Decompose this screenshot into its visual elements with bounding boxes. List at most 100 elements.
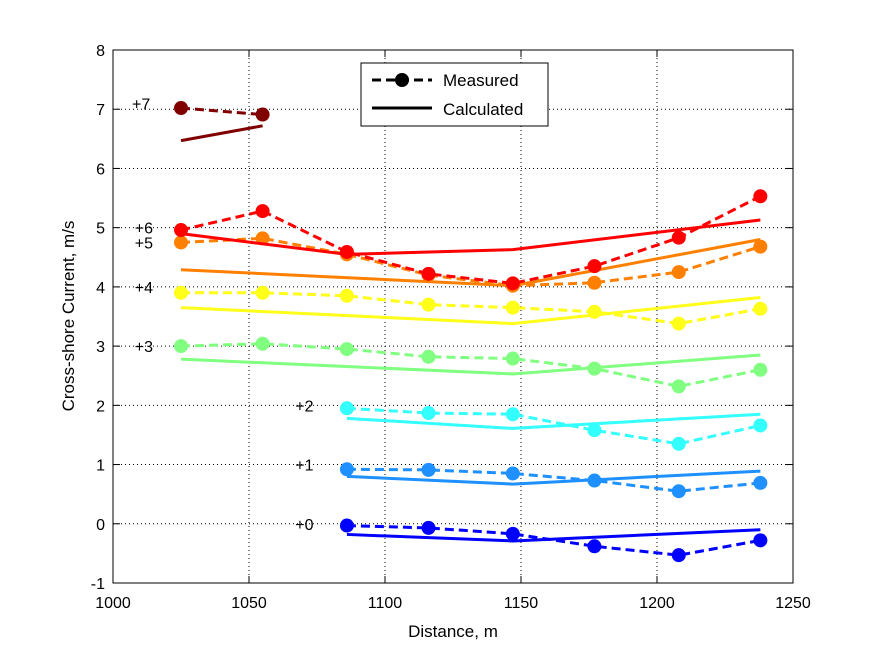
series-offset-7 bbox=[174, 101, 270, 143]
offset-labels: +0 +1 +2 +3 +4 +5+6 +7 bbox=[132, 96, 314, 533]
measured-point bbox=[174, 223, 188, 238]
measured-point bbox=[753, 189, 768, 204]
measured-line bbox=[180, 194, 762, 285]
measured-point bbox=[753, 533, 768, 548]
calculated-line bbox=[180, 124, 263, 143]
y-tick-label: 5 bbox=[96, 221, 105, 238]
y-tick-label: 0 bbox=[96, 517, 105, 534]
measured-point bbox=[255, 336, 270, 351]
legend-calculated-label: Calculated bbox=[443, 100, 523, 119]
measured-point bbox=[255, 204, 270, 219]
measured-point bbox=[505, 526, 520, 541]
measured-point bbox=[421, 266, 436, 281]
plot-frame bbox=[112, 49, 794, 584]
measured-point bbox=[339, 342, 354, 357]
y-tick-label: 6 bbox=[96, 161, 105, 178]
measured-point bbox=[753, 362, 768, 377]
measured-point bbox=[339, 518, 354, 533]
measured-point bbox=[255, 285, 270, 300]
measured-point bbox=[421, 462, 436, 477]
series-layer bbox=[174, 101, 768, 563]
x-axis-label: Distance, m bbox=[408, 622, 498, 641]
offset-label: +2 bbox=[295, 398, 313, 415]
measured-point bbox=[505, 407, 520, 422]
x-tick-label: 1000 bbox=[95, 595, 131, 612]
measured-point bbox=[587, 539, 602, 554]
measured-point bbox=[671, 548, 686, 563]
series-offset-1 bbox=[339, 462, 768, 499]
measured-point bbox=[421, 406, 436, 421]
measured-line bbox=[180, 236, 761, 288]
measured-point bbox=[174, 101, 188, 116]
calculated-line bbox=[180, 296, 761, 326]
measured-point bbox=[587, 259, 602, 274]
calculated-line bbox=[346, 528, 761, 543]
series-offset-6 bbox=[174, 189, 768, 291]
legend-box bbox=[360, 62, 549, 127]
measured-point bbox=[255, 231, 270, 246]
measured-point bbox=[421, 349, 436, 364]
y-axis-label: Cross-shore Current, m/s bbox=[59, 221, 78, 412]
measured-point bbox=[587, 423, 602, 438]
calculated-line bbox=[346, 469, 761, 486]
measured-point bbox=[671, 230, 686, 245]
y-tick-label: 8 bbox=[96, 43, 105, 60]
series-offset-0 bbox=[339, 518, 768, 563]
measured-point bbox=[339, 288, 354, 303]
x-tick-label: 1050 bbox=[231, 595, 267, 612]
measured-point bbox=[339, 401, 354, 416]
offset-label: +4 bbox=[135, 280, 153, 297]
offset-label: +5 bbox=[135, 235, 153, 252]
calculated-line bbox=[180, 353, 761, 376]
measured-point bbox=[255, 107, 270, 122]
offset-label: +0 bbox=[295, 517, 313, 534]
measured-point bbox=[587, 361, 602, 376]
measured-point bbox=[587, 275, 602, 290]
y-tick-label: 2 bbox=[96, 398, 105, 415]
y-tick-label: 4 bbox=[96, 280, 105, 297]
measured-point bbox=[421, 297, 436, 312]
offset-label: +7 bbox=[132, 96, 150, 113]
measured-point bbox=[753, 475, 768, 490]
measured-point bbox=[671, 436, 686, 451]
measured-point bbox=[753, 239, 768, 254]
measured-point bbox=[505, 351, 520, 366]
ticks: 1000 1050 1100 1150 1200 1250 -1 0 1 2 3 4 5 6 7 8 bbox=[91, 43, 811, 612]
measured-point bbox=[421, 520, 436, 535]
offset-label: +3 bbox=[135, 339, 153, 356]
y-tick-label: 3 bbox=[96, 339, 105, 356]
y-tick-label: 1 bbox=[96, 458, 105, 475]
series-offset-3 bbox=[174, 336, 768, 394]
offset-label: +6 bbox=[135, 221, 153, 238]
measured-point bbox=[339, 462, 354, 477]
measured-point bbox=[753, 418, 768, 433]
measured-point bbox=[174, 339, 188, 354]
measured-point bbox=[505, 276, 520, 291]
measured-point bbox=[505, 300, 520, 315]
measured-point bbox=[671, 379, 686, 394]
measured-point bbox=[587, 473, 602, 488]
measured-point bbox=[753, 301, 768, 316]
measured-point bbox=[174, 235, 188, 250]
y-tick-label: 7 bbox=[96, 102, 105, 119]
x-tick-label: 1200 bbox=[639, 595, 675, 612]
legend-measured-label: Measured bbox=[443, 71, 519, 90]
measured-point bbox=[671, 265, 686, 280]
measured-point bbox=[671, 484, 686, 499]
plot-area bbox=[113, 50, 793, 583]
offset-label: +1 bbox=[295, 458, 313, 475]
measured-point bbox=[505, 466, 520, 481]
series-offset-2 bbox=[339, 401, 768, 451]
series-offset-4 bbox=[174, 285, 768, 331]
calculated-line bbox=[346, 412, 761, 430]
measured-point bbox=[587, 304, 602, 319]
calculated-line bbox=[180, 218, 761, 256]
x-tick-label: 1250 bbox=[775, 595, 811, 612]
x-tick-label: 1150 bbox=[504, 595, 539, 612]
measured-point bbox=[671, 316, 686, 331]
y-tick-label: -1 bbox=[91, 576, 105, 593]
x-tick-label: 1100 bbox=[368, 595, 403, 612]
legend-measured-marker bbox=[395, 73, 409, 87]
legend: Measured Calculated bbox=[360, 62, 549, 127]
